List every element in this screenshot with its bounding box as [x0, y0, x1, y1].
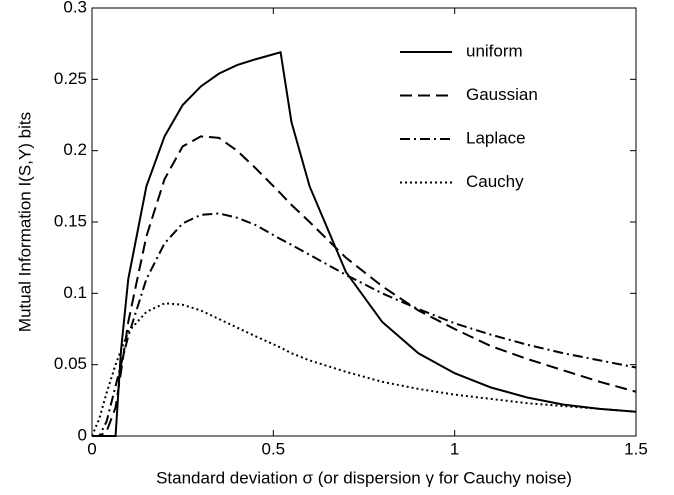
- y-tick-label: 0.05: [54, 354, 87, 373]
- series-line: [91, 302, 637, 437]
- series-line: [92, 50, 637, 437]
- y-tick-label: 0.1: [63, 283, 87, 302]
- plot-frame: [91, 7, 637, 437]
- x-tick-label: 1.5: [624, 439, 648, 458]
- y-tick-label: 0.2: [63, 140, 87, 159]
- x-tick-label: 0.5: [262, 439, 286, 458]
- y-tick-label: 0: [78, 425, 87, 444]
- legend-label: Laplace: [466, 128, 526, 147]
- legend-label: uniform: [466, 41, 523, 60]
- x-tick-label: 0: [87, 439, 96, 458]
- series-line: [92, 135, 637, 437]
- y-axis-label: Mutual Information I(S,Y) bits: [15, 112, 34, 332]
- series-line: [92, 212, 637, 437]
- y-tick-label: 0.25: [54, 69, 87, 88]
- y-tick-label: 0.3: [63, 0, 87, 16]
- y-tick-label: 0.15: [54, 211, 87, 230]
- x-tick-label: 1: [450, 439, 459, 458]
- legend-label: Cauchy: [466, 172, 524, 191]
- legend-label: Gaussian: [466, 85, 538, 104]
- x-axis-label: Standard deviation σ (or dispersion γ fo…: [156, 468, 572, 487]
